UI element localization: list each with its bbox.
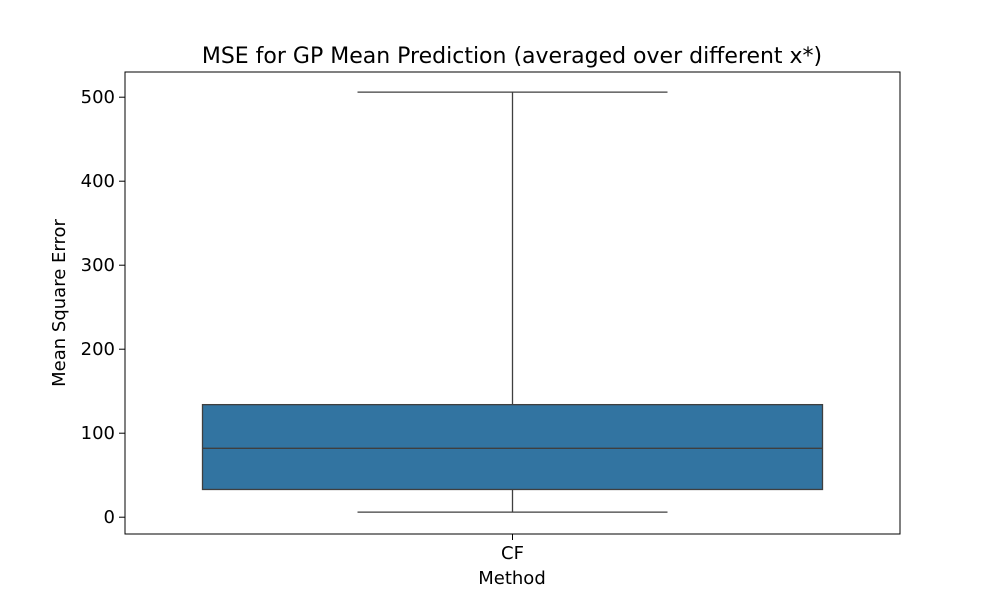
y-tick-label: 500	[81, 87, 115, 108]
y-tick-label: 100	[81, 423, 115, 444]
x-axis-label: Method	[478, 568, 546, 589]
x-axis: CF	[501, 534, 524, 564]
y-tick-label: 200	[81, 339, 115, 360]
y-axis: 0 100 200 300 400 500	[81, 87, 125, 528]
box-iqr	[201, 403, 824, 491]
plot-area	[201, 91, 824, 513]
axes-frame	[124, 71, 901, 535]
y-tick-label: 400	[81, 171, 115, 192]
x-tick-label: CF	[501, 543, 524, 564]
y-tick-label: 300	[81, 255, 115, 276]
y-axis-label: Mean Square Error	[49, 219, 70, 387]
chart-title: MSE for GP Mean Prediction (averaged ove…	[202, 44, 822, 69]
y-tick-label: 0	[104, 507, 115, 528]
